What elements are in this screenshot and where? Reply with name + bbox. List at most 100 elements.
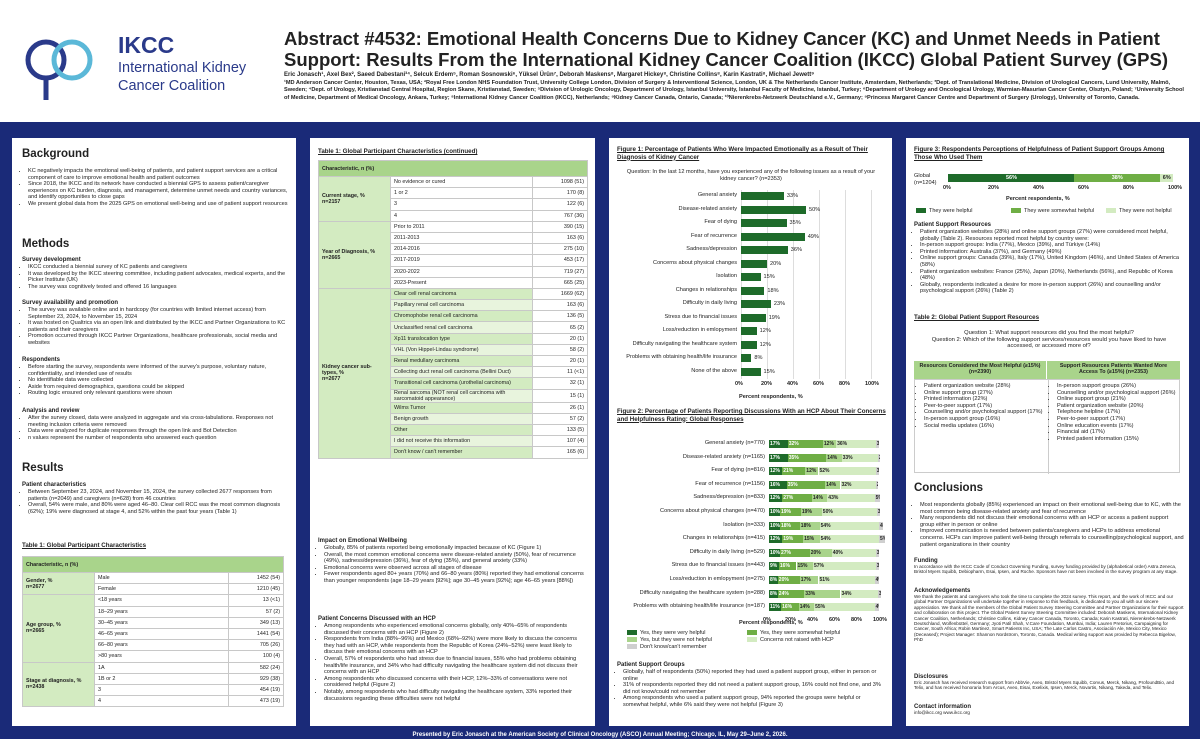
bar-segment: 10%: [769, 508, 780, 516]
bar-segment: 16%: [769, 480, 787, 489]
list-item: After the survey closed, data were analy…: [28, 415, 290, 428]
gridline: [819, 190, 820, 379]
bar-segment: 3%: [875, 467, 879, 476]
bar-segment: 32%: [840, 480, 876, 489]
bar-segment: 52%: [818, 467, 876, 476]
legend-label: Concerns not raised with HCP: [760, 637, 834, 643]
x-tick-label: 40%: [787, 381, 799, 387]
list-item: Printed information: Australia (37%), an…: [920, 249, 1184, 256]
bar-segment: 15%: [803, 535, 820, 544]
list-item: Routing logic ensured only relevant ques…: [28, 390, 290, 397]
disclosures-heading: Disclosures: [914, 674, 949, 680]
legend-item: They were helpful: [916, 208, 972, 215]
table-cell-label: 2011-2013: [390, 231, 533, 245]
table-row: Kidney cancer sub-types, % n=2677 Clear c…: [318, 287, 588, 459]
bar-category-label: Stress due to financial issues: [664, 313, 737, 320]
bar-segment: 17%: [799, 576, 819, 584]
table2-title: Table 2: Global Patient Support Resource…: [914, 314, 1040, 321]
bar-segment: 15%: [796, 562, 813, 571]
bar-segment: 19%: [800, 508, 822, 516]
bar-category-label: Fear of dying (n=816): [711, 467, 765, 474]
list-item: Notably, among respondents who had diffi…: [324, 689, 588, 702]
patient-characteristics-heading: Patient characteristics: [22, 482, 87, 488]
table1-title: Table 1: Global Participant Characterist…: [22, 542, 147, 549]
gridline: [741, 190, 742, 379]
table-cell-label: Clear cell renal carcinoma: [390, 287, 533, 301]
list-item: Patient organization websites (28%) and …: [920, 229, 1184, 242]
emotional-wellbeing-text: Globally, 85% of patients reported being…: [318, 545, 588, 585]
bar-category-label: Isolation: [716, 273, 737, 279]
list-item: Among respondents who used a patient sup…: [623, 695, 887, 708]
list-item: Data were analyzed for duplicate respons…: [28, 428, 290, 435]
table-row: 2014-2016 275 (10): [319, 243, 588, 256]
bar-category-label: Changes in relationships: [675, 286, 737, 293]
list-item: In-person support groups (26%): [1057, 383, 1178, 390]
bar-segment: 33%: [804, 589, 841, 598]
table-cell-value: 107 (4): [532, 435, 588, 448]
table-row: 4 767 (36): [319, 209, 588, 222]
footer: Presented by Eric Jonasch at the America…: [0, 731, 1200, 739]
table-cell-label: Transitional cell carcinoma (urothelial …: [390, 377, 533, 390]
list-item: Patient organization websites: France (2…: [920, 269, 1184, 282]
legend-label: They were somewhat helpful: [1024, 208, 1095, 214]
table-cell-value: 57 (2): [532, 412, 588, 425]
table-cell-label: 4: [94, 695, 229, 708]
x-tick-label: 60%: [813, 381, 825, 387]
bar-segment: 3%: [875, 440, 879, 448]
ikcc-logo: IKCC International Kidney Cancer Coaliti…: [22, 30, 272, 102]
legend-item: Yes, they were somewhat helpful: [747, 630, 840, 637]
survey-availability-text: The survey was available online and in h…: [22, 307, 290, 347]
bar-segment: 6%: [1159, 174, 1173, 182]
bar-category-label: Sadness/depression (n=833): [693, 494, 765, 501]
table-cell-value: 122 (6): [532, 198, 588, 211]
bar-value-label: 20%: [770, 260, 782, 267]
table-cell-value: 163 (6): [532, 231, 588, 245]
table-cell-value: 163 (6): [532, 299, 588, 312]
table-cell-value: 32 (1): [532, 377, 588, 390]
bar-segment: 57%: [813, 562, 876, 571]
gridline: [793, 190, 794, 379]
table-row: 2011-2013 163 (6): [319, 231, 588, 245]
bar: [741, 286, 765, 295]
table-cell-value: 349 (13): [228, 616, 284, 629]
table-cell-label: Unclassified renal cell carcinoma: [390, 321, 533, 334]
table-cell-value: 454 (19): [228, 683, 284, 697]
bar-segment: 17%: [769, 453, 788, 462]
bar-category-label: General anxiety (n=770): [704, 440, 765, 446]
bar-segment: 12%: [769, 494, 783, 503]
list-item: Aside from required demographics, questi…: [28, 384, 290, 391]
bar-category-label: Fear of recurrence: [690, 232, 737, 239]
list-item: 31% of respondents reported they did not…: [623, 682, 887, 695]
background-heading: Background: [22, 148, 90, 160]
bar-category-label: Difficulty navigating the healthcare sys…: [632, 340, 737, 347]
bar-segment: 18%: [799, 521, 820, 530]
table2-divider: [1048, 380, 1049, 474]
figure1-xlabel: Percent respondents, %: [739, 394, 803, 400]
funding-heading: Funding: [914, 558, 938, 564]
bar-value-label: 36%: [790, 247, 802, 253]
table-header: Characteristic, n (%): [22, 556, 284, 573]
table-row: Stage at diagnosis, % n=2438 1A 582 (24): [22, 661, 284, 708]
x-tick-label: 60%: [829, 616, 841, 623]
table-cell-label: 2014-2016: [390, 243, 533, 256]
bar-segment: 2%: [877, 453, 881, 462]
bar-value-label: 33%: [786, 193, 799, 199]
bar-segment: 27%: [782, 494, 812, 503]
bar-segment: 35%: [786, 480, 826, 489]
x-tick-label: 20%: [988, 185, 1000, 191]
bar-segment: 14%: [811, 494, 828, 503]
list-item: Social media updates (16%): [924, 423, 1045, 430]
column-2: Table 1: Global Participant Characterist…: [310, 138, 595, 726]
bar-category-label: Sadness/depression: [686, 246, 737, 252]
analysis-heading: Analysis and review: [22, 408, 80, 414]
table-cell-value: 1452 (54): [228, 571, 284, 585]
poster-title: Abstract #4532: Emotional Health Concern…: [284, 28, 1168, 70]
table-cell-label: Male: [94, 571, 229, 585]
x-tick-label: 80%: [1123, 185, 1135, 191]
survey-development-text: IKCC conducted a biennial survey of KC p…: [22, 264, 290, 290]
bar-segment: 43%: [827, 494, 875, 503]
table-row: Age group, % n=2665 <18 years 13 (<1): [22, 594, 284, 663]
bar-segment: 8%: [769, 589, 778, 598]
support-groups-heading: Patient Support Groups: [617, 662, 685, 668]
list-item: Fewer respondents aged 80+ years (70%) a…: [324, 571, 588, 584]
